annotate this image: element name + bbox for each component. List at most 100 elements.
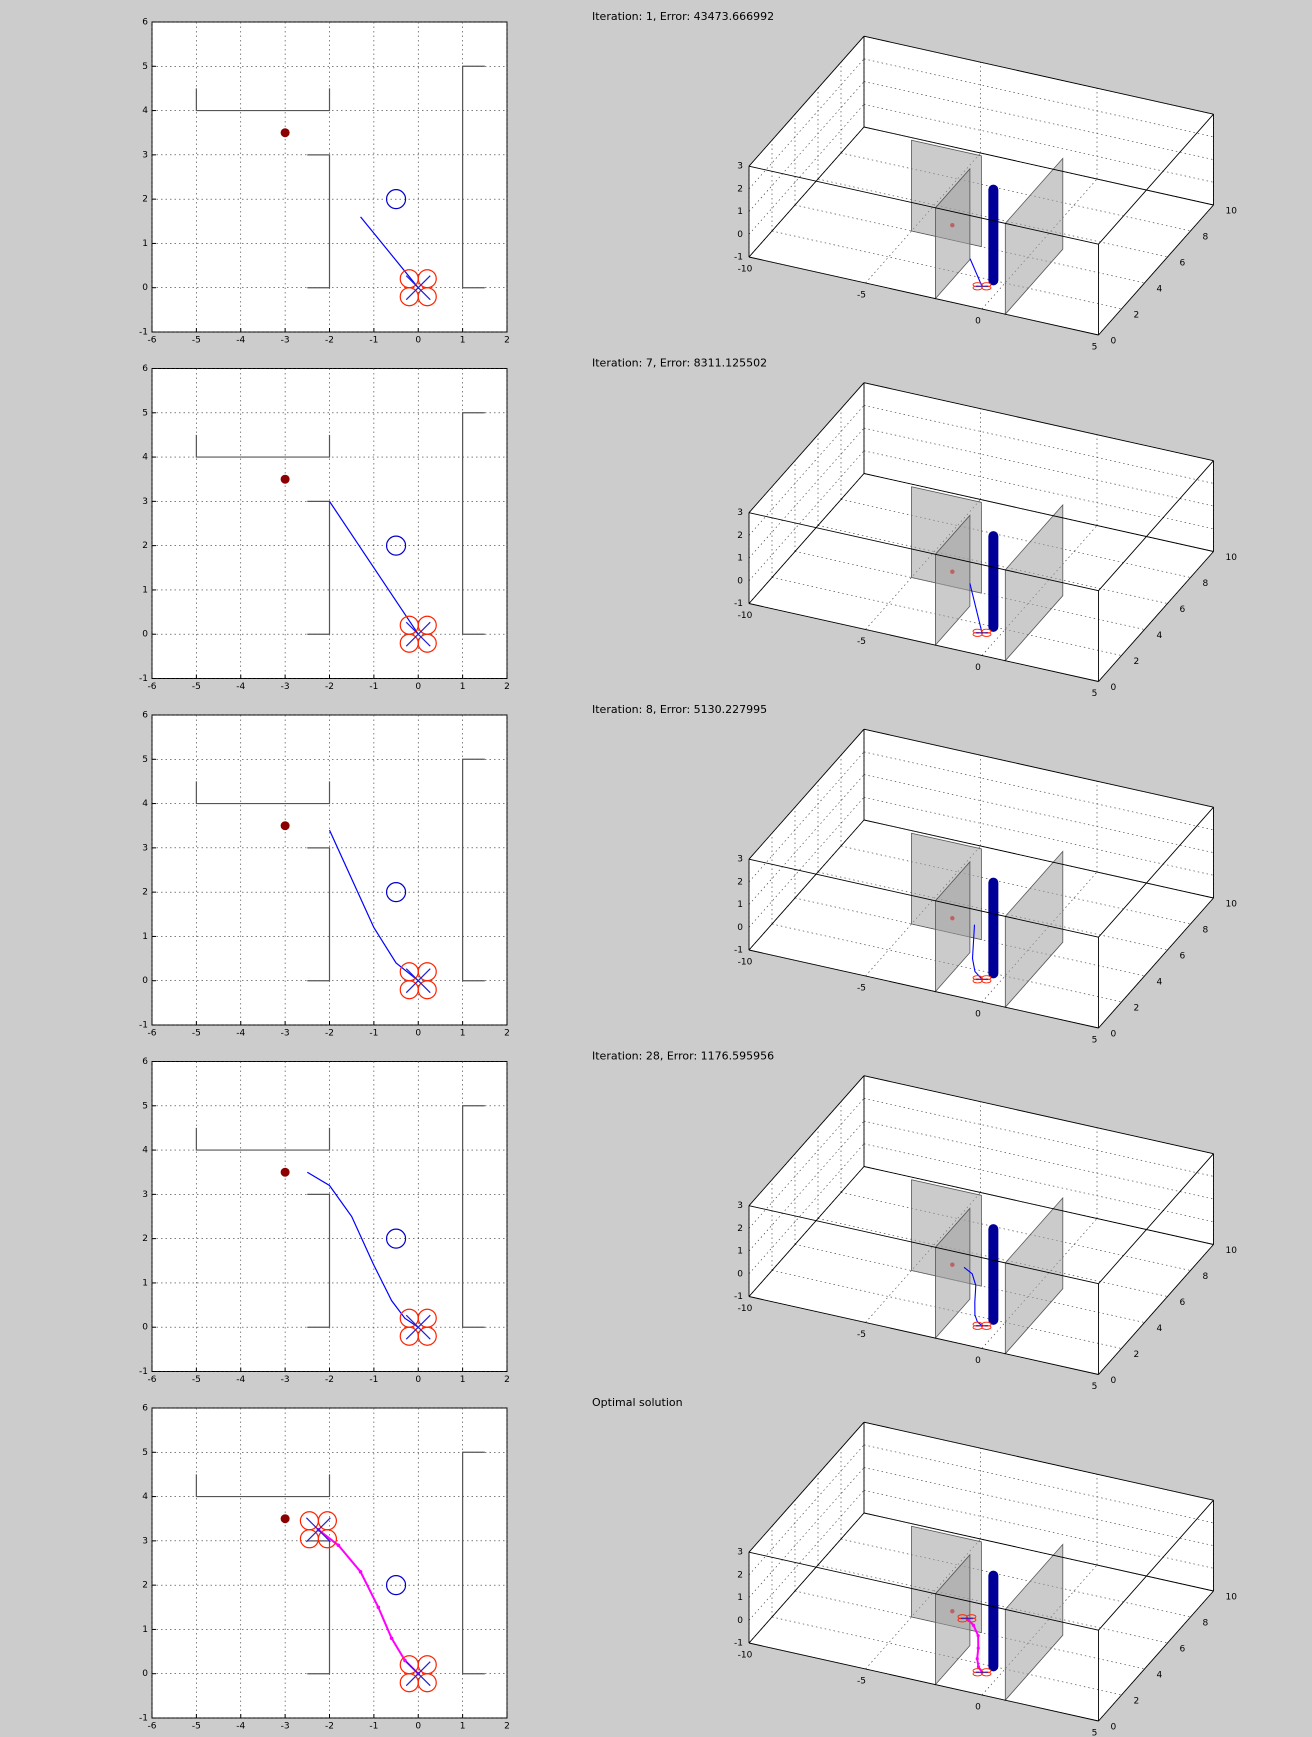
axes-box-edge — [863, 35, 1214, 115]
goal-point — [280, 821, 290, 831]
y-tick-label: 0 — [1111, 1030, 1117, 1040]
y-tick-label: 4 — [142, 799, 148, 809]
trajectory-point — [976, 1646, 980, 1650]
x-tick-label: -5 — [857, 1330, 866, 1340]
x-tick-label: 0 — [415, 1029, 421, 1039]
y-tick-label: 2 — [1134, 311, 1140, 321]
quad-arm — [305, 1517, 331, 1543]
x-tick-label: -5 — [857, 637, 866, 647]
x-tick-label: -6 — [148, 682, 157, 692]
wall-plane — [935, 860, 971, 993]
axes-box-edge — [1098, 204, 1214, 336]
z-tick-label: -1 — [734, 946, 743, 956]
axes-box-edge — [863, 1166, 1214, 1245]
y-tick-label: 6 — [142, 1057, 148, 1067]
grid-line — [840, 499, 1191, 578]
x-tick-label: -5 — [192, 336, 201, 346]
x-tick-label: 0 — [975, 1010, 981, 1020]
x-tick-label: -1 — [369, 1375, 378, 1385]
obstacle-circle — [385, 189, 407, 210]
x-tick-label: -4 — [236, 1375, 245, 1385]
grid-line — [771, 1270, 1122, 1349]
x-tick-label: 0 — [415, 1722, 421, 1732]
grid-line — [863, 58, 1214, 138]
z-tick-label: 2 — [737, 184, 743, 194]
grid-line — [771, 923, 1122, 1003]
x-tick-label: -4 — [236, 336, 245, 346]
z-tick-label: -1 — [734, 599, 743, 609]
trajectory-line — [195, 88, 331, 112]
grid-line — [748, 797, 865, 928]
axes-box-edge — [1098, 551, 1214, 682]
x-tick-label: -1 — [369, 336, 378, 346]
obstacle-circle — [385, 1575, 407, 1596]
axes-back-wall — [864, 1075, 1214, 1245]
grid-line — [817, 1218, 1168, 1297]
x-tick-label: 0 — [415, 1375, 421, 1385]
trajectory-line — [307, 1171, 419, 1328]
y-tick-label: 2 — [142, 1234, 148, 1244]
x-tick-label: -4 — [236, 682, 245, 692]
x-tick-label: 0 — [975, 663, 981, 673]
z-tick-label: 3 — [737, 508, 743, 518]
trajectory-line — [462, 1105, 485, 1328]
trajectory-line — [307, 1193, 331, 1328]
quad-arm — [405, 275, 431, 301]
grid-line — [771, 1616, 1122, 1696]
y-tick-label: 5 — [142, 408, 148, 418]
grid-line — [817, 525, 1168, 604]
goal-point — [950, 1262, 955, 1267]
grid-line — [840, 1192, 1191, 1271]
z-tick-label: 2 — [737, 1570, 743, 1580]
y-tick-label: 0 — [142, 283, 148, 293]
axes-box-edge — [748, 35, 865, 167]
y-tick-label: 8 — [1203, 1619, 1209, 1629]
y-tick-label: 2 — [142, 541, 148, 551]
x-tick-label: 0 — [415, 682, 421, 692]
grid-line — [817, 871, 1168, 951]
z-tick-label: 1 — [737, 900, 743, 910]
x-tick-label: -1 — [369, 1722, 378, 1732]
trajectory-point — [976, 1634, 980, 1638]
y-tick-label: 10 — [1226, 553, 1238, 563]
y-tick-label: 3 — [142, 1536, 148, 1546]
y-tick-label: 0 — [1111, 337, 1117, 347]
axes-box-edge — [748, 603, 1099, 682]
axes-box-edge — [748, 473, 865, 604]
y-tick-label: 4 — [1157, 1671, 1163, 1681]
x-tick-label: 2 — [504, 1029, 510, 1039]
grid-line — [863, 1120, 1214, 1200]
axes-box-edge — [863, 819, 1214, 899]
grid-line — [817, 1564, 1168, 1644]
y-tick-label: 5 — [142, 1448, 148, 1458]
y-tick-label: -1 — [139, 1367, 148, 1377]
x-tick-label: -6 — [148, 336, 157, 346]
grid-line — [863, 405, 1214, 484]
x-tick-label: -5 — [192, 1029, 201, 1039]
trajectory-line — [307, 154, 331, 289]
wall-plane — [1004, 503, 1064, 662]
y-tick-label: 0 — [142, 1669, 148, 1679]
x-tick-label: -1 — [369, 1029, 378, 1039]
axes-box-edge — [748, 949, 1099, 1029]
z-tick-label: 2 — [737, 531, 743, 541]
goal-point — [950, 916, 955, 921]
axes-box-edge — [863, 1512, 1214, 1592]
y-tick-label: -1 — [139, 1021, 148, 1031]
quad-arm — [405, 621, 431, 647]
grid-line — [840, 152, 1191, 232]
y-tick-label: 0 — [142, 976, 148, 986]
x-tick-label: -3 — [281, 1375, 290, 1385]
wall-plane — [935, 1207, 971, 1340]
trajectory-point — [403, 1658, 407, 1663]
y-tick-label: 10 — [1226, 1593, 1238, 1603]
chart-title: Iteration: 8, Error: 5130.227995 — [592, 703, 767, 716]
y-tick-label: 5 — [142, 1101, 148, 1111]
goal-point — [950, 569, 955, 574]
z-tick-label: -1 — [734, 1639, 743, 1649]
y-tick-label: 10 — [1226, 900, 1238, 910]
trajectory-point — [376, 1605, 381, 1610]
chart-title: Iteration: 28, Error: 1176.595956 — [592, 1050, 774, 1063]
quad-arm — [405, 1661, 431, 1687]
z-tick-label: 1 — [737, 1593, 743, 1603]
